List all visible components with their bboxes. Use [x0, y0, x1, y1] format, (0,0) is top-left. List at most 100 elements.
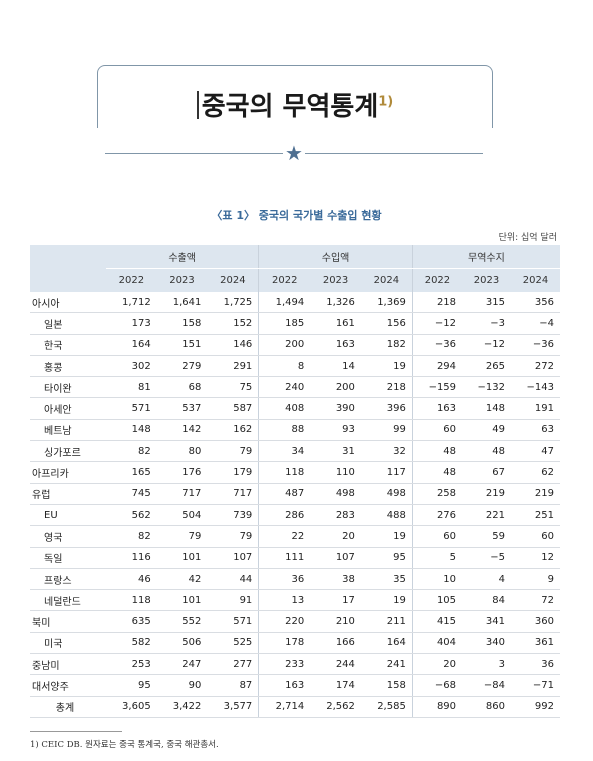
cell-value: 67: [462, 461, 511, 484]
cell-value: 148: [106, 419, 157, 442]
cell-value: 116: [106, 547, 157, 569]
cell-value: 279: [156, 355, 208, 378]
cell-value: −12: [411, 312, 463, 335]
cell-value: 8: [258, 355, 311, 378]
cell-value: 277: [207, 653, 259, 676]
row-label: 북미: [30, 610, 106, 633]
data-row: 아시아 1,712 1,641 1,725 1,494 1,326 1,369 218 315 3…: [30, 292, 560, 314]
cell-value: 9: [511, 568, 560, 591]
cell-value: 60: [411, 419, 463, 442]
cell-value: 283: [310, 504, 361, 527]
data-row: 총계 3,605 3,422 3,577 2,714 2,562 2,585 890 860 99…: [30, 695, 560, 718]
cell-value: 179: [207, 461, 259, 484]
data-row: 아세안 571 537 587 408 390 396 163 148 191: [30, 397, 560, 420]
cell-value: −3: [462, 312, 511, 335]
cell-value: 276: [411, 504, 463, 527]
cell-value: 415: [411, 610, 463, 633]
data-row: 중남미 253 247 277 233 244 241 20 3 36: [30, 653, 560, 676]
cell-value: 525: [207, 632, 259, 655]
cell-value: 152: [207, 312, 259, 335]
cell-value: 3: [462, 653, 511, 676]
cell-value: 717: [207, 482, 259, 505]
row-label: 대서양주: [30, 674, 106, 697]
cell-value: −71: [511, 674, 560, 697]
data-row: 아프리카 165 176 179 118 110 117 48 67 62: [30, 461, 560, 484]
year-header: 2024: [360, 268, 413, 292]
row-label: 홍콩: [30, 355, 106, 378]
data-row: 유럽 745 717 717 487 498 498 258 219 219: [30, 482, 560, 505]
cell-value: 87: [207, 674, 259, 697]
star-icon: ★: [283, 141, 305, 165]
cell-value: 185: [258, 312, 311, 335]
cell-value: 3,577: [207, 695, 259, 718]
row-label: 싱가포르: [30, 440, 106, 463]
cell-value: 161: [310, 312, 361, 335]
cell-value: 258: [411, 482, 463, 505]
cell-value: 162: [207, 419, 259, 442]
data-row: 독일 116 101 107 111 107 95 5 −5 12: [30, 547, 560, 569]
cell-value: 315: [462, 292, 511, 314]
cell-value: 95: [106, 674, 157, 697]
cell-value: 79: [207, 440, 259, 463]
cell-value: 42: [156, 568, 208, 591]
cell-value: 72: [511, 589, 560, 612]
cell-value: 340: [462, 632, 511, 655]
cell-value: 3,605: [106, 695, 157, 718]
cell-value: −159: [411, 376, 463, 399]
cell-value: 146: [207, 334, 259, 356]
row-label: 미국: [30, 632, 106, 655]
cell-value: −68: [411, 674, 463, 697]
cell-value: 49: [462, 419, 511, 442]
cell-value: 90: [156, 674, 208, 697]
cell-value: 219: [511, 482, 560, 505]
cell-value: 82: [106, 440, 157, 463]
data-row: 싱가포르 82 80 79 34 31 32 48 48 47: [30, 440, 560, 463]
cell-value: 60: [511, 525, 560, 548]
row-label: EU: [30, 504, 106, 527]
group-header: 무역수지: [411, 245, 560, 269]
cell-value: 163: [310, 334, 361, 356]
data-row: 한국 164 151 146 200 163 182 −36 −12 −36: [30, 334, 560, 356]
cell-value: 91: [207, 589, 259, 612]
cell-value: 164: [106, 334, 157, 356]
cell-value: 272: [511, 355, 560, 378]
cell-value: 12: [511, 547, 560, 569]
cell-value: 220: [258, 610, 311, 633]
cell-value: 739: [207, 504, 259, 527]
cell-value: 35: [360, 568, 413, 591]
cell-value: 356: [511, 292, 560, 314]
row-label: 아시아: [30, 292, 106, 314]
group-header: 수출액: [106, 245, 259, 269]
cell-value: 488: [360, 504, 413, 527]
year-row: 2022 2023 2024 2022 2023 2024 2022 2023 2024: [30, 268, 560, 292]
data-row: 일본 173 158 152 185 161 156 −12 −3 −4: [30, 312, 560, 335]
cell-value: 93: [310, 419, 361, 442]
cell-value: 233: [258, 653, 311, 676]
cell-value: 635: [106, 610, 157, 633]
row-label: 타이완: [30, 376, 106, 399]
data-row: 타이완 81 68 75 240 200 218 −159 −132 −143: [30, 376, 560, 399]
cell-value: 75: [207, 376, 259, 399]
cell-value: 47: [511, 440, 560, 463]
cell-value: 504: [156, 504, 208, 527]
cell-value: 5: [411, 547, 463, 569]
cell-value: 68: [156, 376, 208, 399]
data-row: 프랑스 46 42 44 36 38 35 10 4 9: [30, 568, 560, 591]
cell-value: 46: [106, 568, 157, 591]
cell-value: 44: [207, 568, 259, 591]
cell-value: 265: [462, 355, 511, 378]
cell-value: 582: [106, 632, 157, 655]
cell-value: 82: [106, 525, 157, 548]
cell-value: 571: [106, 397, 157, 420]
cell-value: 79: [156, 525, 208, 548]
cell-value: 182: [360, 334, 413, 356]
cell-value: 158: [156, 312, 208, 335]
cell-value: −5: [462, 547, 511, 569]
cell-value: 13: [258, 589, 311, 612]
cell-value: 20: [411, 653, 463, 676]
row-label: 영국: [30, 525, 106, 548]
cell-value: 164: [360, 632, 413, 655]
table-caption: 〈표 1〉 중국의 국가별 수출입 현황: [211, 209, 382, 222]
row-label: 네덜란드: [30, 589, 106, 612]
cell-value: 48: [411, 461, 463, 484]
